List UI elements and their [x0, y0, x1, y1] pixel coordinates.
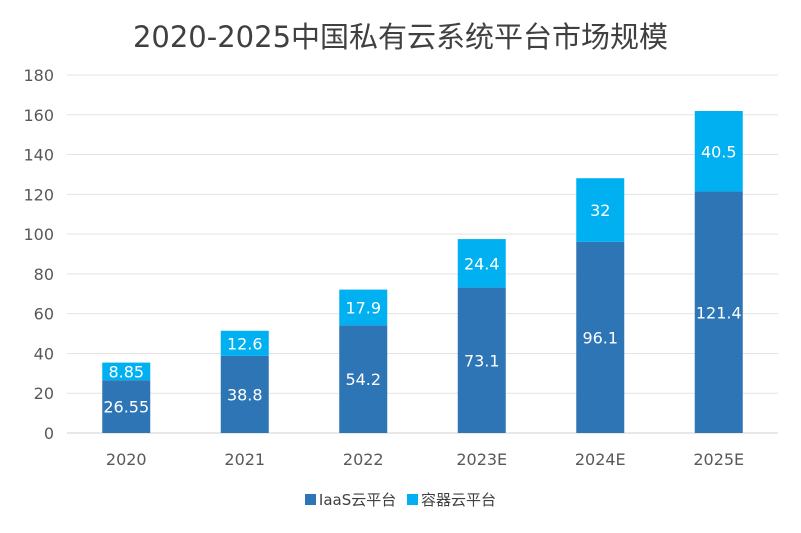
x-tick-label: 2023E [456, 450, 507, 469]
x-tick-label: 2024E [575, 450, 626, 469]
data-label-container-2022: 17.9 [345, 298, 381, 317]
x-tick-label: 2020 [106, 450, 147, 469]
legend-label-iaas: IaaS云平台 [318, 491, 397, 509]
bar-container-2020[interactable] [102, 362, 151, 381]
y-tick-label: 80 [34, 265, 54, 284]
y-tick-label: 180 [23, 66, 54, 85]
data-label-iaas-2024E: 96.1 [582, 328, 618, 347]
data-label-iaas-2022: 54.2 [345, 370, 381, 389]
data-label-container-2020: 8.85 [108, 362, 144, 381]
data-label-container-2025E: 40.5 [701, 142, 737, 161]
data-label-iaas-2021: 38.8 [227, 385, 263, 404]
y-tick-label: 100 [23, 225, 54, 244]
data-label-container-2023E: 24.4 [464, 254, 500, 273]
data-label-container-2024E: 32 [590, 201, 610, 220]
x-tick-label: 2021 [224, 450, 265, 469]
legend: IaaS云平台 容器云平台 [0, 489, 801, 510]
legend-label-container: 容器云平台 [421, 491, 497, 509]
x-tick-label: 2022 [343, 450, 384, 469]
bar-iaas-2022[interactable] [339, 325, 388, 433]
y-tick-label: 140 [23, 146, 54, 165]
data-label-container-2021: 12.6 [227, 334, 263, 353]
bar-container-2022[interactable] [339, 289, 388, 326]
bar-container-2021[interactable] [220, 330, 269, 356]
y-tick-label: 60 [34, 305, 54, 324]
bar-iaas-2025E[interactable] [694, 191, 743, 433]
y-tick-label: 20 [34, 384, 54, 403]
y-tick-label: 120 [23, 185, 54, 204]
bar-container-2023E[interactable] [457, 239, 506, 288]
bar-iaas-2021[interactable] [220, 355, 269, 433]
x-tick-label: 2025E [693, 450, 744, 469]
y-tick-label: 0 [44, 424, 54, 443]
legend-swatch-container [407, 494, 419, 505]
bar-iaas-2023E[interactable] [457, 287, 506, 433]
chart-title: 2020-2025中国私有云系统平台市场规模 [132, 20, 669, 54]
bar-iaas-2024E[interactable] [576, 241, 625, 433]
data-label-iaas-2025E: 121.4 [696, 303, 742, 322]
bar-container-2025E[interactable] [694, 110, 743, 192]
legend-item-container[interactable]: 容器云平台 [407, 489, 496, 510]
legend-swatch-iaas [304, 494, 316, 505]
y-tick-label: 40 [34, 344, 54, 363]
data-label-iaas-2023E: 73.1 [464, 351, 500, 370]
bar-container-2024E[interactable] [576, 178, 625, 242]
data-label-iaas-2020: 26.55 [103, 398, 149, 417]
y-tick-label: 160 [23, 106, 54, 125]
bar-iaas-2020[interactable] [102, 380, 151, 433]
legend-item-iaas[interactable]: IaaS云平台 [304, 489, 397, 510]
